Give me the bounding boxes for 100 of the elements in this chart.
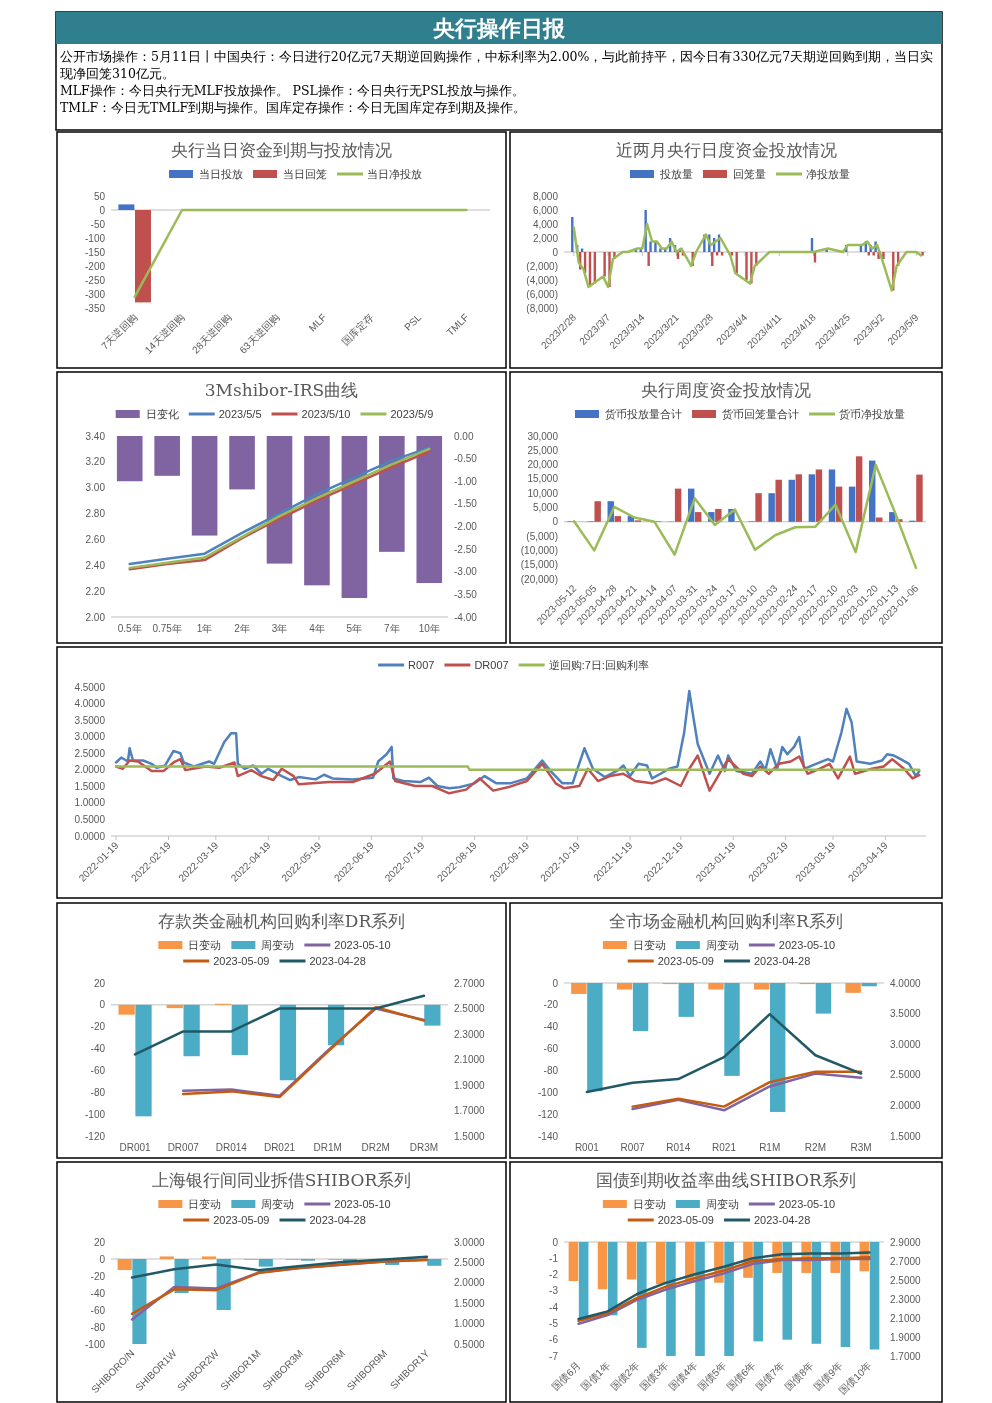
- legend-label: 周变动: [261, 939, 295, 951]
- text: 公开市场操作：5月11日丨中国央行：今日进行20亿元7天期逆回购操作，中标利率为2.00%，与此前持平，因今日有330亿元7天期逆回购到期，当日实现净回笼310亿元。: [60, 49, 934, 81]
- y-tick-label: -80: [543, 1064, 559, 1076]
- y2-tick-label: 1.5000: [454, 1297, 486, 1309]
- y2-tick-label: 1.0000: [454, 1318, 486, 1330]
- y-tick-label: -80: [90, 1086, 106, 1098]
- y-tick-label: 1.0000: [74, 797, 106, 809]
- y-tick-label: 2.80: [85, 508, 106, 520]
- y-tick-label: 3.0000: [74, 731, 106, 743]
- y2-tick-label: 2.3000: [890, 1293, 922, 1305]
- legend-label: 日变动: [632, 939, 666, 951]
- x-tick-label: 4年: [309, 623, 325, 634]
- legend-label: 日变动: [188, 1198, 222, 1210]
- y-tick-label: -40: [90, 1043, 106, 1055]
- chart-title: 国债到期收益率曲线SHIBOR系列: [596, 1170, 856, 1190]
- y-tick-label: -20: [543, 999, 559, 1011]
- text: TMLF：今日无TMLF到期与操作。国库定存操作：今日无国库定存到期及操作。: [60, 100, 527, 115]
- y-tick-label: 2,000: [532, 232, 559, 244]
- y-tick-label: (20,000): [520, 573, 558, 585]
- legend-label: 当日净投放: [367, 168, 422, 180]
- y-tick-label: 50: [93, 190, 106, 202]
- y2-tick-label: 2.5000: [890, 1274, 922, 1286]
- y-tick-label: -60: [543, 1043, 559, 1055]
- y2-tick-label: 2.3000: [454, 1028, 486, 1040]
- legend-label: 回笼量: [733, 168, 766, 180]
- x-tick-label: DR2M: [361, 1142, 390, 1153]
- x-tick-label: 0.75年: [152, 623, 182, 634]
- y2-tick-label: 0.00: [454, 430, 474, 442]
- y2-tick-label: 2.5000: [454, 1256, 486, 1268]
- y-tick-label: (2,000): [526, 260, 558, 272]
- y2-tick-label: 1.9000: [454, 1079, 486, 1091]
- legend-label: 净投放量: [806, 168, 850, 180]
- y2-tick-label: 3.5000: [890, 1008, 922, 1020]
- legend-label: 2023-05-10: [778, 1198, 836, 1210]
- y-tick-label: 15,000: [527, 473, 559, 485]
- x-tick-label: R1M: [759, 1142, 781, 1153]
- y-tick-label: (6,000): [526, 288, 558, 300]
- y2-tick-label: 1.5000: [890, 1130, 922, 1142]
- legend-label: 2023-05-10: [778, 939, 836, 951]
- y-tick-label: -100: [84, 1108, 106, 1120]
- y2-tick-label: 2.5000: [890, 1069, 922, 1081]
- y-tick-label: 0: [552, 516, 559, 528]
- legend-label: 逆回购:7日:回购利率: [548, 659, 649, 671]
- x-tick-label: DR1M: [313, 1142, 342, 1153]
- y2-tick-label: 2.1000: [454, 1054, 486, 1065]
- y-tick-label: -120: [84, 1130, 106, 1142]
- x-tick-label: 63天逆回购: [237, 311, 282, 356]
- y2-tick-label: 2.9000: [890, 1236, 922, 1248]
- x-tick-label: DR007: [167, 1142, 200, 1153]
- y-tick-label: -3: [549, 1285, 559, 1297]
- y2-tick-label: 4.0000: [890, 977, 922, 989]
- legend-label: 2023/5/10: [301, 408, 351, 420]
- legend-label: 2023-05-09: [657, 1214, 714, 1226]
- y-tick-label: -100: [84, 1338, 106, 1350]
- legend-label: 2023-04-28: [309, 1214, 366, 1226]
- y2-tick-label: 2.0000: [454, 1277, 486, 1289]
- y-tick-label: 2.00: [85, 611, 106, 623]
- y-tick-label: 0.5000: [74, 813, 106, 825]
- legend-label: 日变化: [145, 408, 179, 420]
- text: MLF操作：今日央行无MLF投放操作。 PSL操作：今日央行无PSL投放与操作。: [60, 83, 526, 98]
- y2-tick-label: -2.00: [454, 521, 478, 532]
- y-tick-label: -300: [84, 288, 106, 300]
- y-tick-label: (15,000): [520, 559, 558, 571]
- y-tick-label: -150: [84, 246, 106, 258]
- legend-label: 货币回笼量合计: [722, 408, 799, 420]
- y-tick-label: -7: [549, 1350, 559, 1362]
- y-tick-label: 0: [99, 1253, 106, 1265]
- y2-tick-label: 3.0000: [454, 1236, 486, 1248]
- x-tick-label: DR3M: [409, 1142, 439, 1153]
- legend-label: 2023-05-09: [213, 955, 270, 967]
- y-tick-label: 0: [552, 1236, 559, 1248]
- y-tick-label: -140: [537, 1130, 559, 1142]
- legend-label: 货币净投放量: [839, 408, 905, 420]
- legend-label: 2023-05-10: [334, 939, 391, 951]
- x-tick-label: 28天逆回购: [189, 311, 234, 356]
- y2-tick-label: 1.7000: [890, 1350, 922, 1362]
- y2-tick-label: 2.0000: [890, 1099, 922, 1111]
- x-tick-label: R3M: [850, 1142, 872, 1153]
- legend-label: R007: [408, 659, 435, 671]
- y-tick-label: 4,000: [532, 218, 559, 230]
- y-tick-label: 0: [99, 204, 106, 216]
- y-tick-label: 10,000: [527, 487, 559, 499]
- y2-tick-label: 2.7000: [890, 1255, 922, 1267]
- y-tick-label: -100: [84, 232, 106, 244]
- y-tick-label: 2.60: [85, 533, 106, 545]
- y-tick-label: 5,000: [532, 502, 559, 513]
- y-tick-label: -350: [84, 302, 106, 314]
- y-tick-label: -80: [90, 1321, 106, 1333]
- x-tick-label: DR021: [263, 1142, 296, 1153]
- x-tick-label: 国库定存: [339, 311, 376, 348]
- legend-label: 周变动: [261, 1198, 295, 1210]
- legend-label: 投放量: [659, 168, 693, 180]
- y-tick-label: -5: [549, 1317, 559, 1329]
- y2-tick-label: -3.00: [454, 566, 478, 578]
- y-tick-label: 2.0000: [74, 764, 106, 776]
- legend-label: 周变动: [705, 1198, 739, 1210]
- x-tick-label: 10年: [418, 623, 440, 634]
- y-tick-label: -6: [549, 1334, 559, 1346]
- y-tick-label: 0: [99, 999, 106, 1011]
- y-tick-label: 0: [552, 246, 559, 258]
